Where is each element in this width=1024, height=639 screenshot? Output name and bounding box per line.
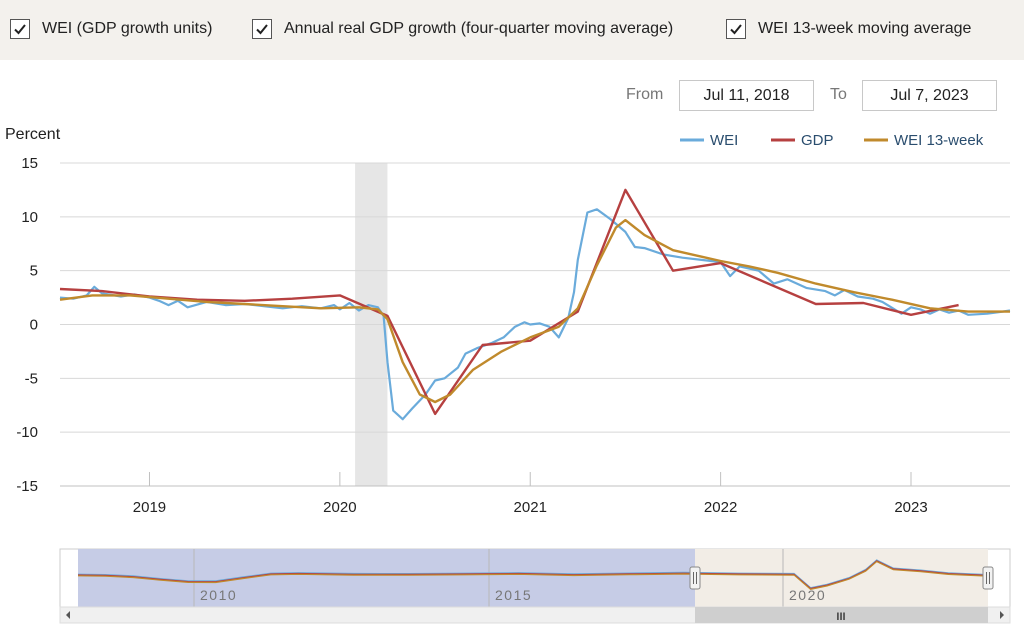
checkbox-wei[interactable] xyxy=(10,19,30,39)
series-line-wei-13week xyxy=(59,218,1010,404)
y-axis-label: Percent xyxy=(5,126,61,143)
toggle-wei[interactable]: WEI (GDP growth units) xyxy=(10,19,212,39)
from-date-input[interactable]: Jul 11, 2018 xyxy=(679,80,814,111)
legend-label-wei: WEI xyxy=(710,132,738,149)
y-tick-label: 5 xyxy=(30,263,38,280)
checkmark-icon xyxy=(14,24,26,35)
scroll-right-arrow-icon[interactable] xyxy=(1000,611,1004,619)
checkbox-wei-13week[interactable] xyxy=(726,19,746,39)
navigator-year-label: 2015 xyxy=(495,587,532,603)
x-tick-label: 2022 xyxy=(704,499,737,516)
toggle-wei-label: WEI (GDP growth units) xyxy=(42,20,213,37)
navigator-unselected-region xyxy=(78,549,695,607)
navigator-right-handle[interactable] xyxy=(982,566,994,590)
navigator-year-label: 2010 xyxy=(200,587,237,603)
y-tick-label: -5 xyxy=(25,370,38,387)
series-toggle-bar: WEI (GDP growth units) Annual real GDP g… xyxy=(0,0,1024,60)
scrollbar-grip-icon: III xyxy=(836,611,845,623)
legend-label-gdp: GDP xyxy=(801,132,834,149)
y-tick-label: 15 xyxy=(21,155,38,172)
y-tick-label: 10 xyxy=(21,209,38,226)
to-date-input[interactable]: Jul 7, 2023 xyxy=(862,80,997,111)
legend-label-wei-13week: WEI 13-week xyxy=(894,132,984,149)
main-chart: 15 10 5 0 -5 -10 -15 2019 2020 2021 2022 2023 Percen… xyxy=(5,126,1011,516)
y-tick-label: -10 xyxy=(16,424,38,441)
to-label: To xyxy=(830,86,847,103)
x-tick-label: 2019 xyxy=(133,499,166,516)
y-tick-label: 0 xyxy=(30,317,38,334)
checkbox-gdp[interactable] xyxy=(252,19,272,39)
y-tick-label: -15 xyxy=(16,478,38,495)
checkmark-icon xyxy=(256,24,268,35)
series-line-gdp xyxy=(59,188,959,416)
checkmark-icon xyxy=(730,24,742,35)
navigator-line-gdp xyxy=(77,560,989,590)
series-line-wei xyxy=(59,208,1011,421)
toggle-gdp[interactable]: Annual real GDP growth (four-quarter mov… xyxy=(252,19,673,39)
navigator-selected-window[interactable] xyxy=(695,549,988,607)
from-label: From xyxy=(626,86,664,103)
navigator-scrollbar-thumb[interactable] xyxy=(695,607,988,623)
scroll-left-arrow-icon[interactable] xyxy=(66,611,70,619)
navigator[interactable]: 2010 2015 2020 III xyxy=(0,545,1024,630)
x-tick-label: 2023 xyxy=(894,499,927,516)
toggle-wei-13week-label: WEI 13-week moving average xyxy=(758,20,972,37)
navigator-left-handle[interactable] xyxy=(689,566,701,590)
toggle-gdp-label: Annual real GDP growth (four-quarter mov… xyxy=(284,20,674,37)
x-tick-label: 2020 xyxy=(323,499,356,516)
navigator-line-wei xyxy=(77,559,989,589)
x-tick-label: 2021 xyxy=(514,499,547,516)
navigator-year-label: 2020 xyxy=(789,587,826,603)
navigator-line-wei-13week xyxy=(77,560,989,590)
toggle-wei-13week[interactable]: WEI 13-week moving average xyxy=(726,19,971,39)
